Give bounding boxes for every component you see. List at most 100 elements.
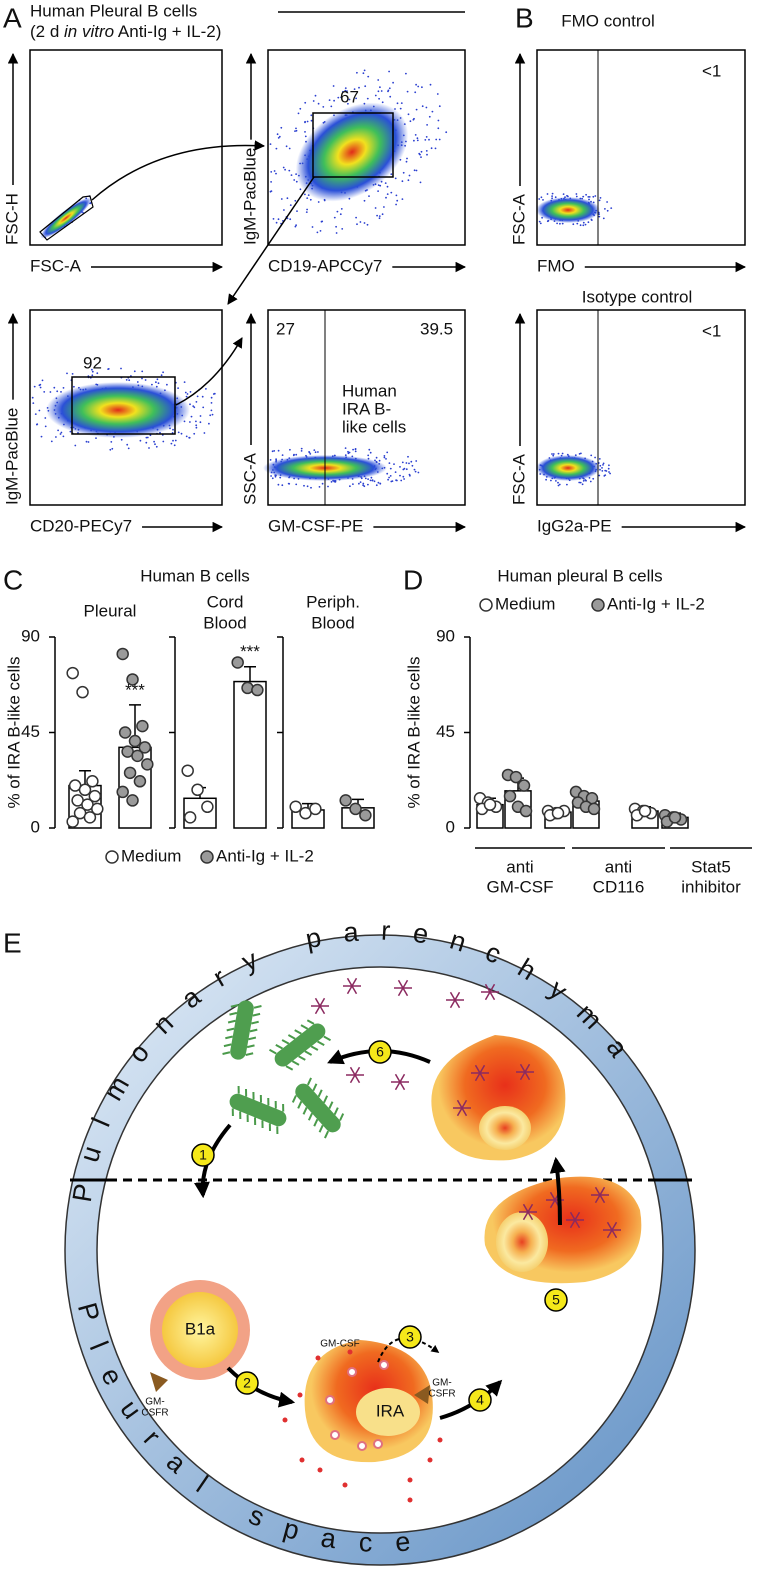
event-dot [388, 462, 391, 464]
event-dot [33, 385, 36, 388]
event-dot [183, 381, 186, 383]
bacterium-pilus [304, 1050, 313, 1056]
bacterium-pilus [307, 1112, 313, 1121]
step-badge [544, 1288, 568, 1312]
event-dot [286, 197, 289, 200]
density-blob [536, 197, 600, 223]
event-dot [166, 383, 168, 386]
data-point [231, 656, 244, 669]
event-dot [39, 386, 42, 389]
event-dot [369, 451, 372, 454]
event-dot [425, 150, 428, 152]
event-dot [606, 201, 608, 203]
bacterium-pilus [300, 1024, 309, 1030]
event-dot [203, 432, 206, 434]
event-dot [424, 139, 427, 141]
event-dot [189, 391, 192, 393]
group-label: inhibitor [681, 877, 741, 896]
bacterium-pilus [251, 1020, 259, 1025]
event-dot [421, 86, 423, 89]
event-dot [598, 474, 601, 477]
event-dot [387, 89, 390, 92]
data-point [76, 685, 89, 699]
group-title: Blood [203, 613, 246, 632]
event-dot [170, 442, 173, 445]
event-dot [425, 136, 428, 138]
data-point [78, 783, 92, 797]
subtitle-part: (2 d [30, 22, 64, 41]
bacterium-body [274, 1023, 326, 1067]
event-dot [592, 195, 595, 198]
event-dot [333, 99, 335, 102]
bacterium-pilus [294, 1029, 302, 1035]
bacterium-pilus [323, 1035, 331, 1042]
event-dot [210, 396, 213, 399]
event-dot [337, 96, 340, 99]
legend-label: Medium [121, 846, 181, 865]
event-dot [348, 98, 351, 101]
event-dot [374, 207, 377, 209]
panel-letter: B [515, 2, 534, 33]
significance: *** [240, 642, 260, 661]
event-dot [598, 199, 601, 202]
event-dot [363, 199, 366, 202]
event-dot [579, 224, 582, 227]
event-dot [278, 135, 281, 138]
population-label: like cells [342, 417, 406, 436]
event-dot [120, 367, 122, 370]
event-dot [349, 485, 351, 488]
event-dot [539, 222, 542, 225]
data-point [551, 806, 565, 820]
event-dot [368, 448, 371, 451]
event-dot [330, 481, 333, 483]
event-dot [333, 216, 336, 219]
bacterium-pilus [231, 1108, 234, 1117]
x-axis-label: GM-CSF-PE [268, 516, 363, 535]
event-dot [420, 150, 423, 153]
event-dot [606, 209, 609, 212]
event-dot [437, 127, 440, 130]
gating-arrow [91, 140, 266, 201]
y-axis-label: IgM-PacBlue [2, 408, 21, 505]
data-point [668, 811, 682, 824]
event-dot [540, 196, 543, 199]
bacterium [222, 1000, 262, 1060]
event-dot [313, 449, 316, 451]
bacterium-pilus [239, 1111, 242, 1120]
y-tick-label: 45 [21, 722, 40, 741]
event-dot [196, 395, 199, 398]
data-point [116, 647, 129, 661]
event-dot [56, 390, 59, 393]
legend-marker [479, 598, 493, 612]
data-point [123, 766, 137, 780]
step-badge [191, 1143, 215, 1167]
group-label: anti [506, 857, 533, 876]
event-dot [599, 197, 602, 199]
event-dot [385, 458, 387, 460]
bacterium-pilus [229, 1011, 238, 1016]
event-dot [558, 483, 561, 486]
event-dot [386, 185, 389, 188]
event-dot [295, 224, 297, 227]
event-dot [590, 454, 593, 457]
cytokine-star [481, 983, 499, 1001]
event-dot [356, 71, 358, 74]
event-dot [582, 221, 585, 224]
bacterium-pilus [318, 1124, 324, 1133]
data-point [181, 764, 194, 777]
event-dot [406, 157, 408, 160]
event-dot [582, 195, 585, 198]
event-dot [155, 445, 158, 448]
step-badge [235, 1371, 259, 1395]
event-dot [538, 220, 541, 223]
event-dot [585, 193, 587, 196]
event-dot [305, 211, 308, 214]
event-dot [405, 160, 408, 163]
event-dot [151, 383, 153, 386]
event-dot [402, 171, 405, 174]
bacterium-pilus [225, 1035, 233, 1040]
event-dot [172, 428, 174, 431]
event-dot [419, 181, 422, 184]
bacterium-pilus [275, 1044, 283, 1050]
legend-marker [200, 850, 214, 864]
